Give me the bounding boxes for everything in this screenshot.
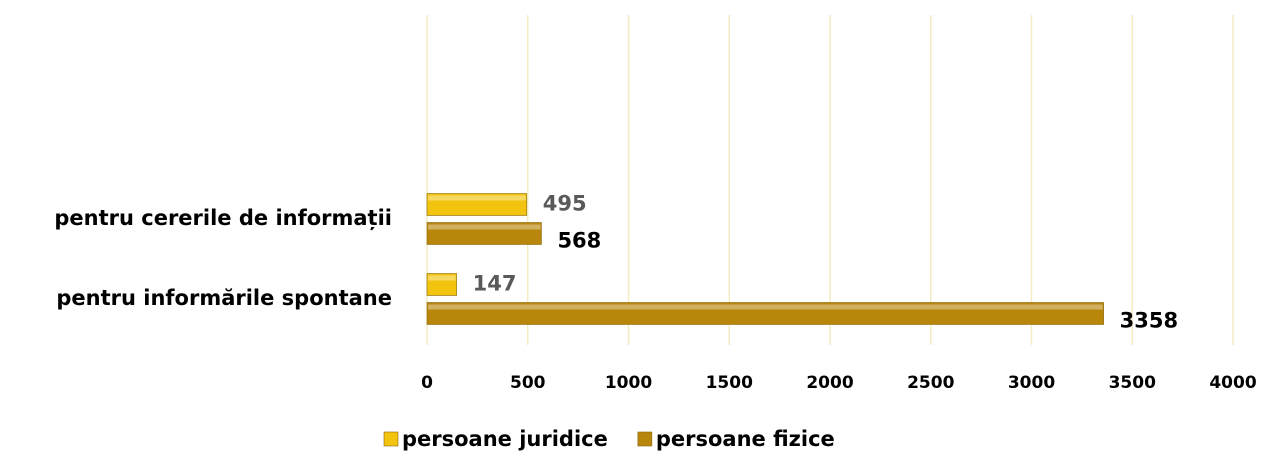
legend-swatch — [637, 431, 653, 447]
bar-highlight — [428, 224, 541, 230]
value-label: 147 — [473, 272, 517, 296]
bar — [426, 273, 457, 296]
x-tick-label: 3000 — [1008, 373, 1055, 393]
bar — [426, 222, 542, 245]
x-tick-label: 4000 — [1209, 373, 1256, 393]
x-tick-label: 3500 — [1109, 373, 1156, 393]
x-tick-label: 0 — [421, 373, 433, 393]
bar — [426, 193, 528, 216]
legend-label: persoane juridice — [402, 427, 608, 451]
value-label: 568 — [557, 229, 601, 253]
bar-highlight — [428, 195, 526, 201]
bar — [426, 302, 1104, 325]
value-label: 495 — [543, 192, 587, 216]
x-tick-label: 2000 — [806, 373, 853, 393]
x-tick-label: 2500 — [907, 373, 954, 393]
bar-highlight — [428, 275, 456, 281]
legend-swatch — [383, 431, 399, 447]
x-tick-label: 500 — [510, 373, 546, 393]
category-label: pentru cererile de informații — [54, 206, 392, 231]
value-label: 3358 — [1120, 309, 1178, 333]
legend-label: persoane fizice — [656, 427, 835, 451]
bar-highlight — [428, 304, 1103, 310]
category-label: pentru informările spontane — [56, 286, 392, 310]
x-tick-label: 1000 — [605, 373, 652, 393]
x-tick-label: 1500 — [706, 373, 753, 393]
